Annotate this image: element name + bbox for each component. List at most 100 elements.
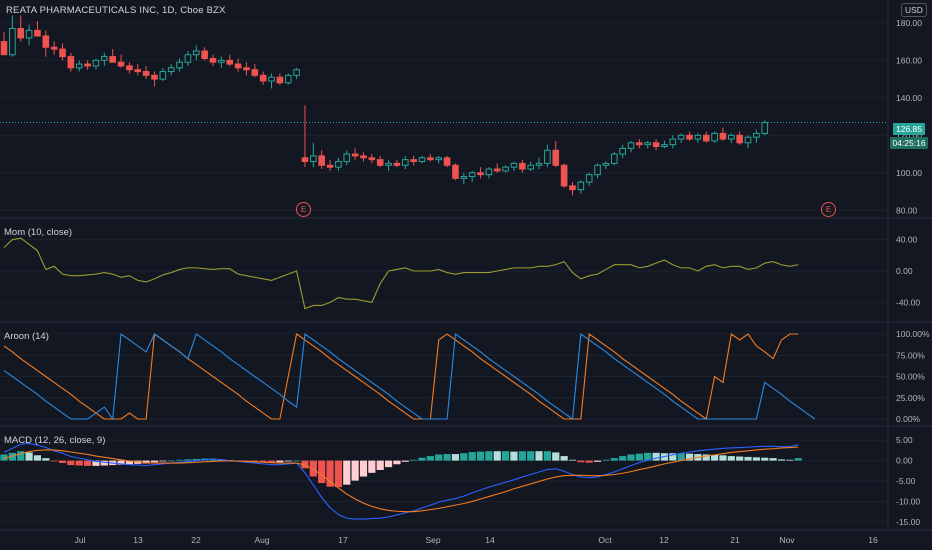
candle-body [209,57,217,63]
candle [284,73,292,85]
candle-body [109,56,116,63]
macd-histogram-bar [401,460,409,462]
candle-body [34,29,41,37]
macd-histogram-bar [33,455,42,461]
momentum-axis-tick: 40.00 [896,235,918,245]
macd-histogram-bar [343,460,351,485]
macd-histogram-bar [736,456,744,461]
candle-body [276,76,284,84]
candle [477,167,484,179]
aroon-pane[interactable] [3,333,816,421]
earnings-marker-icon[interactable]: E [296,202,311,217]
candle-body [485,168,493,176]
candle [594,163,601,179]
candle [661,140,668,149]
candle-body [293,69,300,76]
price-axis-tick: 120.00 [896,130,922,140]
candle-body [301,157,309,163]
macd-histogram-bar [669,453,677,461]
candle [485,167,493,179]
macd-pane[interactable] [0,442,802,520]
macd-histogram-bar [410,459,418,461]
price-pane[interactable] [0,15,769,196]
candle-body [602,162,610,166]
macd-histogram-bar [794,458,802,461]
macd-histogram-bar [761,457,769,461]
macd-histogram-bar [744,456,752,461]
macd-histogram-bar [8,452,16,461]
macd-histogram-bar [418,457,426,461]
candle [335,157,342,171]
candle-body [477,172,484,176]
macd-histogram-bar [393,460,401,465]
candle-body [243,67,250,71]
candle-body [159,71,167,80]
macd-histogram-bar [443,454,451,461]
candle-body [84,63,91,67]
momentum-axis-tick: 0.00 [896,266,913,276]
time-axis-tick: 22 [191,535,201,545]
macd-histogram-bar [677,453,685,461]
currency-badge[interactable]: USD [901,3,927,17]
candle [209,54,217,66]
momentum-pane[interactable] [3,237,799,310]
candle-body [460,176,468,179]
macd-legend[interactable]: MACD (12, 26, close, 9) [4,435,106,446]
aroon-axis-tick: 75.00% [896,350,925,360]
momentum-legend[interactable]: Mom (10, close) [4,227,73,238]
symbol-title[interactable]: REATA PHARMACEUTICALS INC, 1D, Cboe BZX [6,5,226,16]
macd-histogram-bar [552,452,560,461]
candle-body [677,134,685,140]
macd-histogram-bar [125,460,133,465]
macd-histogram-bar [159,460,167,462]
macd-histogram-bar [719,455,727,461]
macd-histogram-bar [652,452,660,461]
candle-body [452,164,459,179]
candle [251,64,259,78]
candle [226,54,234,66]
macd-histogram-bar [476,451,485,461]
macd-histogram-bar [384,460,393,468]
candle [585,172,593,186]
candle [510,161,518,171]
candle [502,165,509,173]
macd-histogram-bar [635,453,643,461]
macd-histogram-bar [167,460,175,462]
aroon-down-line [3,333,816,421]
aroon-legend[interactable]: Aroon (14) [4,331,49,342]
candle [34,20,41,37]
macd-axis-tick: -5.00 [896,476,916,486]
macd-histogram-bar [58,460,67,464]
candle [234,58,242,72]
macd-line [3,442,799,520]
candle [686,131,693,141]
candle [201,47,208,61]
candle [460,172,468,185]
time-axis-tick: Nov [779,535,795,545]
candle [410,155,417,166]
candle-body [719,132,727,140]
candle [59,43,66,61]
candle [761,120,769,136]
macd-histogram-bar [142,460,150,464]
candle-body [126,65,133,71]
macd-axis-tick: 5.00 [896,435,913,445]
candle [84,60,91,70]
time-axis-tick: 16 [868,535,878,545]
candle [385,159,392,171]
macd-histogram-bar [585,460,593,463]
macd-histogram-bar [309,460,317,477]
time-axis-tick: 14 [485,535,495,545]
candle-body [385,162,392,166]
candle [493,163,501,173]
candle [159,67,167,81]
aroon-axis-tick: 100.00% [896,329,930,339]
candle [610,152,618,166]
candle [401,155,409,170]
candle [276,73,284,85]
earnings-marker-icon[interactable]: E [821,202,836,217]
candle [427,154,434,162]
candle [101,52,108,66]
candle-body [702,134,710,142]
